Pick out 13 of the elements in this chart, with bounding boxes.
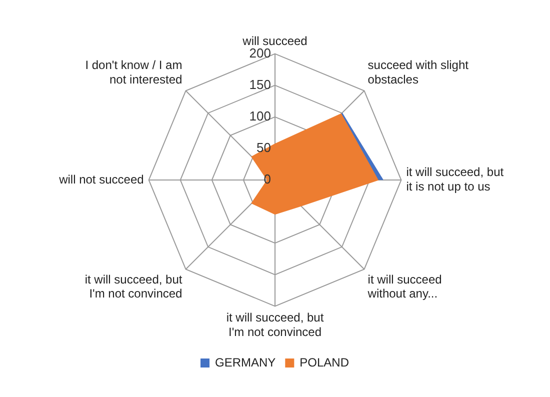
- y-tick-label: 200: [249, 45, 271, 60]
- spoke-label: it will succeed, but I'm not convinced: [226, 310, 324, 340]
- legend-label: POLAND: [300, 355, 350, 370]
- spoke-label: will not succeed: [58, 172, 144, 186]
- spoke-label: will succeed: [242, 34, 308, 48]
- spoke-label: succeed with slight obstacles: [368, 58, 470, 86]
- y-tick-label: 150: [249, 76, 271, 92]
- legend-label: GERMANY: [214, 355, 276, 370]
- y-tick-label: 100: [249, 108, 271, 124]
- spoke-label: I don't know / I am not interested: [85, 58, 182, 86]
- spoke-label: it will succeed, but it is not up to us: [406, 165, 504, 194]
- spoke-label: it will succeed without any...: [366, 272, 442, 301]
- spoke-label: it will succeed, but I'm not convinced: [84, 272, 183, 301]
